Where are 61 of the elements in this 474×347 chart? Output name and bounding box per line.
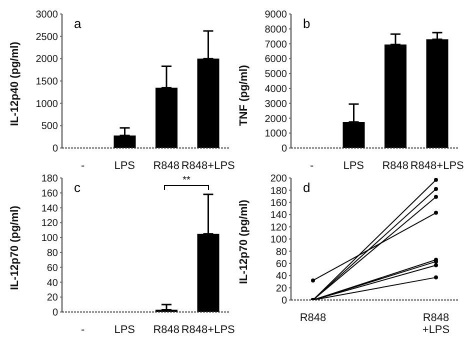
y-axis-title: TNF (pg/ml) — [238, 64, 250, 126]
y-tick-label: 20 — [46, 292, 58, 304]
y-tick-label: 80 — [276, 246, 288, 258]
y-tick-label: 100 — [41, 233, 58, 244]
y-tick-label: 160 — [41, 188, 58, 200]
annotation: d — [303, 180, 310, 195]
y-tick-label: 1500 — [36, 76, 58, 88]
y-tick-label: 200 — [270, 174, 288, 185]
y-tick-label: 60 — [46, 262, 58, 274]
y-tick-label: 140 — [270, 210, 288, 222]
y-axis-title: IL-12p70 (pg/ml) — [238, 199, 250, 284]
annotation: c — [74, 180, 80, 195]
y-tick-label: 8000 — [264, 24, 288, 36]
y-tick-label: 120 — [41, 218, 58, 230]
x-tick-label: LPS — [114, 324, 136, 336]
y-tick-label: 7000 — [264, 39, 288, 50]
y-tick-label: 40 — [46, 278, 58, 289]
annotation: b — [303, 16, 310, 31]
y-tick-label: 20 — [276, 283, 288, 294]
x-tick-label: R848 — [382, 160, 409, 172]
y-tick-label: 0 — [52, 308, 58, 319]
y-tick-label: 1000 — [264, 128, 288, 140]
x-tick-label: LPS — [343, 160, 364, 172]
y-tick-label: 2000 — [36, 54, 58, 66]
x-tick-label: R848+LPS — [181, 324, 235, 336]
x-tick-label: LPS — [114, 160, 136, 172]
x-tick-label: - — [81, 160, 86, 172]
y-tick-label: 1000 — [36, 98, 58, 110]
annotation: ** — [182, 175, 192, 186]
y-axis-title: IL-12p40 (pg/ml) — [8, 41, 21, 126]
x-tick-label: R848 +LPS — [422, 312, 450, 336]
y-tick-label: 2500 — [36, 32, 58, 43]
x-tick-label: - — [310, 160, 314, 172]
y-tick-label: 180 — [270, 186, 288, 197]
y-tick-label: 120 — [270, 222, 288, 234]
y-tick-label: 0 — [281, 144, 288, 155]
y-tick-label: 140 — [41, 203, 58, 214]
y-axis-title: IL-12p70 (pg/ml) — [8, 205, 21, 290]
x-tick-label: R848+LPS — [410, 160, 464, 172]
y-tick-label: 160 — [270, 198, 288, 209]
y-tick-label: 6000 — [264, 54, 288, 66]
x-tick-label: - — [81, 324, 86, 336]
y-tick-label: 500 — [41, 121, 58, 132]
y-tick-label: 0 — [52, 144, 58, 155]
x-tick-label: R848 — [153, 160, 180, 172]
y-tick-label: 4000 — [264, 84, 288, 95]
y-tick-label: 3000 — [264, 98, 288, 110]
annotation: a — [74, 16, 82, 31]
y-tick-label: 60 — [276, 258, 288, 270]
x-tick-label: R848+LPS — [181, 160, 235, 172]
y-tick-label: 100 — [270, 234, 288, 246]
y-tick-label: 80 — [46, 248, 58, 259]
y-tick-label: 2000 — [264, 114, 288, 125]
y-tick-label: 3000 — [36, 10, 58, 21]
x-tick-label: R848 — [153, 324, 180, 336]
y-tick-label: 5000 — [264, 69, 288, 80]
x-tick-label: R848 — [300, 312, 326, 324]
y-tick-label: 0 — [281, 296, 288, 307]
y-tick-label: 9000 — [264, 10, 288, 21]
y-tick-label: 180 — [41, 174, 58, 185]
y-tick-label: 40 — [276, 271, 288, 282]
